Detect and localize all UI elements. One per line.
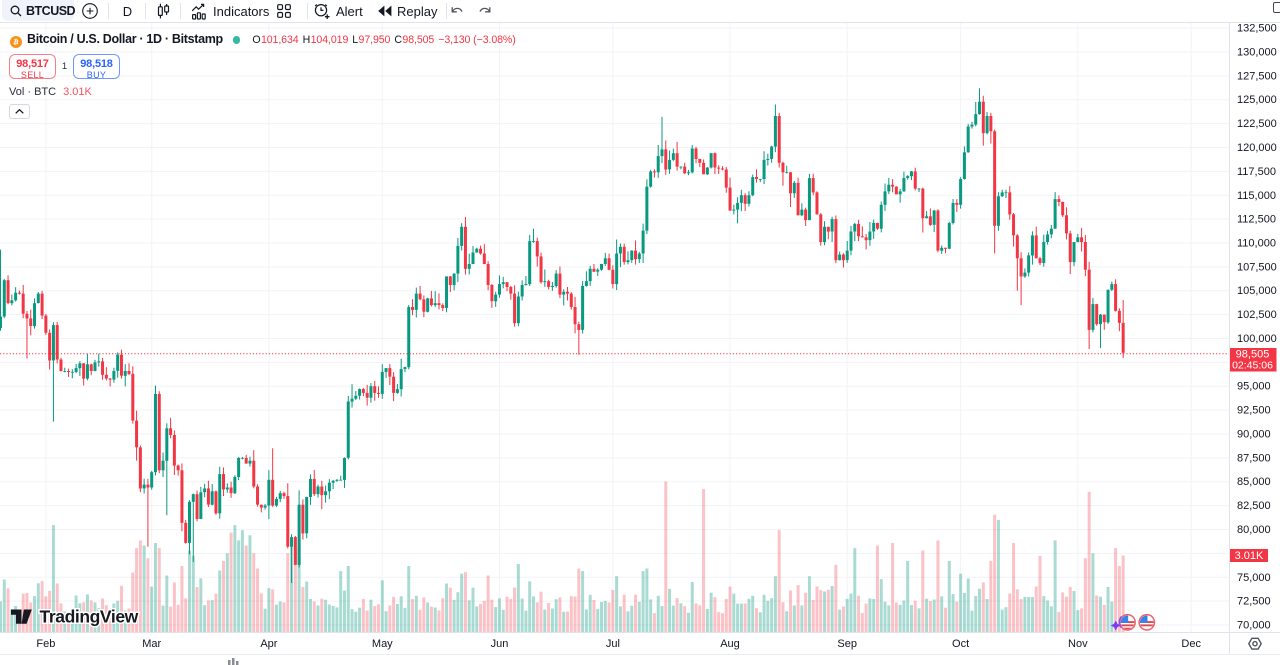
svg-text:Aug: Aug xyxy=(720,638,740,650)
svg-text:3.01K: 3.01K xyxy=(1235,550,1264,562)
svg-text:70,000: 70,000 xyxy=(1237,620,1271,632)
svg-text:122,500: 122,500 xyxy=(1237,118,1277,130)
svg-text:132,500: 132,500 xyxy=(1237,23,1277,35)
svg-text:75,000: 75,000 xyxy=(1237,572,1271,584)
svg-text:Nov: Nov xyxy=(1068,638,1088,650)
svg-text:Dec: Dec xyxy=(1181,638,1201,650)
svg-text:100,000: 100,000 xyxy=(1237,333,1277,345)
svg-text:85,000: 85,000 xyxy=(1237,476,1271,488)
svg-text:90,000: 90,000 xyxy=(1237,429,1271,441)
svg-text:02:45:06: 02:45:06 xyxy=(1232,360,1273,372)
svg-text:Sep: Sep xyxy=(837,638,857,650)
svg-text:107,500: 107,500 xyxy=(1237,261,1277,273)
svg-text:127,500: 127,500 xyxy=(1237,70,1277,82)
svg-text:TradingView: TradingView xyxy=(40,607,139,627)
svg-text:120,000: 120,000 xyxy=(1237,142,1277,154)
svg-text:95,000: 95,000 xyxy=(1237,381,1271,393)
svg-text:98,505: 98,505 xyxy=(1236,349,1270,361)
svg-text:125,000: 125,000 xyxy=(1237,94,1277,106)
svg-text:Jun: Jun xyxy=(491,638,509,650)
svg-text:87,500: 87,500 xyxy=(1237,452,1271,464)
svg-text:Apr: Apr xyxy=(260,638,277,650)
svg-text:May: May xyxy=(372,638,393,650)
svg-text:Mar: Mar xyxy=(142,638,161,650)
svg-text:Oct: Oct xyxy=(952,638,969,650)
svg-text:112,500: 112,500 xyxy=(1237,214,1276,226)
svg-text:92,500: 92,500 xyxy=(1237,405,1271,417)
svg-text:110,000: 110,000 xyxy=(1237,238,1276,250)
svg-text:Feb: Feb xyxy=(36,638,55,650)
svg-text:82,500: 82,500 xyxy=(1237,500,1271,512)
svg-text:102,500: 102,500 xyxy=(1237,309,1277,321)
svg-text:115,000: 115,000 xyxy=(1237,190,1276,202)
svg-text:117,500: 117,500 xyxy=(1237,166,1276,178)
svg-text:130,000: 130,000 xyxy=(1237,47,1277,59)
svg-text:80,000: 80,000 xyxy=(1237,524,1271,536)
svg-text:72,500: 72,500 xyxy=(1237,596,1271,608)
svg-text:105,000: 105,000 xyxy=(1237,285,1277,297)
svg-text:Jul: Jul xyxy=(606,638,620,650)
